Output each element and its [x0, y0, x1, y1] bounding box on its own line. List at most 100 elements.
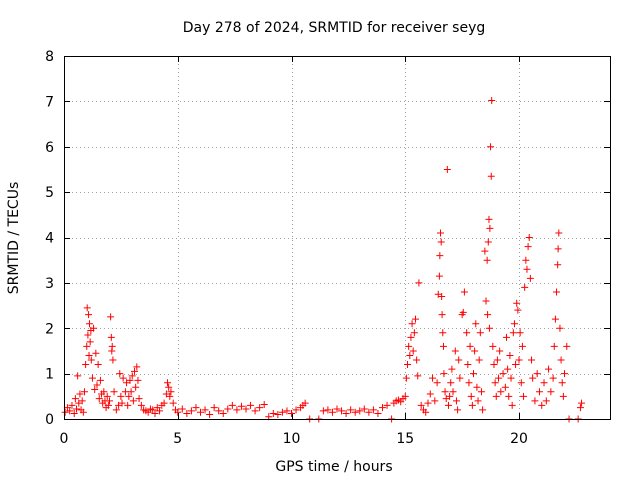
data-point — [501, 383, 509, 391]
data-point — [523, 265, 531, 273]
data-point — [455, 356, 463, 364]
data-point — [269, 410, 277, 418]
data-point — [512, 361, 520, 369]
data-point — [555, 229, 563, 237]
data-point — [283, 407, 291, 415]
data-point — [112, 406, 120, 414]
data-point — [578, 399, 586, 407]
data-point — [439, 342, 447, 350]
data-point — [422, 408, 430, 416]
data-point — [201, 406, 209, 414]
data-point — [526, 274, 534, 282]
data-point — [84, 331, 92, 339]
data-point — [554, 261, 562, 269]
data-point — [369, 406, 377, 414]
y-tick-label: 7 — [45, 94, 54, 110]
data-point — [87, 356, 95, 364]
data-point — [88, 374, 96, 382]
data-point — [356, 407, 364, 415]
data-point — [454, 406, 462, 414]
data-point — [109, 356, 117, 364]
data-point — [127, 388, 135, 396]
data-point — [85, 320, 93, 328]
data-point — [456, 374, 464, 382]
grid — [64, 56, 610, 419]
y-tick-label: 8 — [45, 49, 54, 65]
data-point — [237, 402, 245, 410]
data-point — [333, 405, 341, 413]
y-tick-label: 3 — [45, 276, 54, 292]
data-point — [61, 408, 69, 416]
data-point — [104, 401, 112, 409]
data-point — [215, 407, 223, 415]
data-point — [106, 397, 113, 405]
data-point — [164, 379, 172, 387]
data-point — [505, 392, 513, 400]
data-point — [557, 356, 565, 364]
data-point — [85, 311, 93, 319]
data-point — [274, 410, 282, 418]
data-point — [206, 410, 214, 418]
data-point — [449, 388, 457, 396]
data-point — [472, 320, 480, 328]
data-point — [129, 397, 137, 405]
data-point — [415, 279, 423, 287]
data-point — [525, 234, 533, 241]
data-point — [482, 297, 490, 305]
data-point — [128, 372, 136, 380]
data-point — [426, 390, 434, 398]
data-point — [559, 392, 567, 400]
data-point — [342, 410, 350, 418]
data-point — [228, 401, 236, 409]
data-point — [80, 388, 88, 396]
data-point — [242, 405, 250, 413]
data-point — [219, 410, 227, 418]
data-point — [531, 397, 539, 405]
data-point — [319, 407, 327, 415]
y-tick-label: 1 — [45, 367, 54, 383]
data-point — [464, 361, 472, 369]
data-point — [167, 388, 175, 396]
y-tick-label: 2 — [45, 321, 54, 337]
data-point — [538, 401, 546, 409]
data-point — [94, 361, 102, 369]
data-point — [413, 356, 421, 364]
data-point — [504, 365, 512, 373]
data-point — [506, 351, 514, 359]
data-point — [452, 397, 460, 405]
data-point — [554, 245, 562, 253]
data-point — [417, 401, 425, 409]
data-points — [61, 96, 586, 423]
data-point — [484, 311, 492, 319]
data-point — [549, 374, 557, 382]
data-point — [547, 388, 555, 396]
data-point — [435, 272, 443, 280]
data-point — [545, 365, 553, 373]
data-point — [509, 329, 517, 337]
data-point — [401, 392, 409, 400]
data-point — [528, 356, 536, 364]
data-point — [117, 392, 125, 400]
data-point — [131, 367, 139, 375]
data-point — [91, 386, 99, 394]
data-point — [73, 405, 81, 413]
plot-frame — [64, 56, 611, 420]
data-point — [477, 388, 485, 396]
data-point — [487, 172, 495, 180]
data-point — [446, 392, 454, 400]
data-point — [251, 407, 259, 415]
data-point — [66, 407, 74, 415]
data-point — [408, 320, 416, 328]
data-point — [451, 347, 459, 355]
data-point — [481, 247, 489, 255]
data-point — [103, 392, 111, 400]
data-point — [374, 410, 382, 418]
data-point — [133, 363, 141, 371]
data-point — [83, 304, 91, 312]
data-point — [328, 408, 336, 416]
data-point — [467, 392, 475, 400]
data-point — [485, 215, 493, 223]
data-point — [516, 329, 524, 337]
data-point — [107, 313, 115, 321]
data-point — [517, 379, 525, 387]
